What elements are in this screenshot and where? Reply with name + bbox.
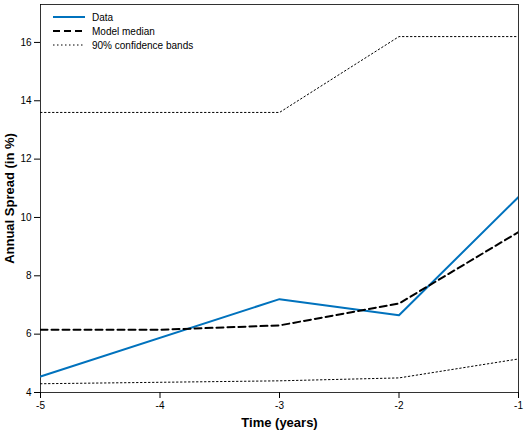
- svg-text:-2: -2: [395, 400, 404, 411]
- svg-text:8: 8: [26, 270, 32, 281]
- svg-text:Time (years): Time (years): [241, 415, 317, 430]
- svg-text:14: 14: [20, 95, 32, 106]
- svg-text:Annual Spread (in %): Annual Spread (in %): [2, 133, 17, 264]
- svg-text:16: 16: [20, 37, 32, 48]
- svg-text:4: 4: [26, 387, 32, 398]
- svg-text:-1: -1: [514, 400, 523, 411]
- svg-text:-5: -5: [36, 400, 45, 411]
- html-text:90% confidence bands: 90% confidence bands: [92, 39, 194, 51]
- html-text:Data: Data: [92, 11, 114, 23]
- svg-text:-4: -4: [156, 400, 165, 411]
- svg-text:10: 10: [20, 212, 32, 223]
- html-text:Model median: Model median: [92, 25, 155, 37]
- svg-text:-3: -3: [275, 400, 284, 411]
- svg-text:12: 12: [20, 153, 32, 164]
- svg-text:6: 6: [26, 328, 32, 339]
